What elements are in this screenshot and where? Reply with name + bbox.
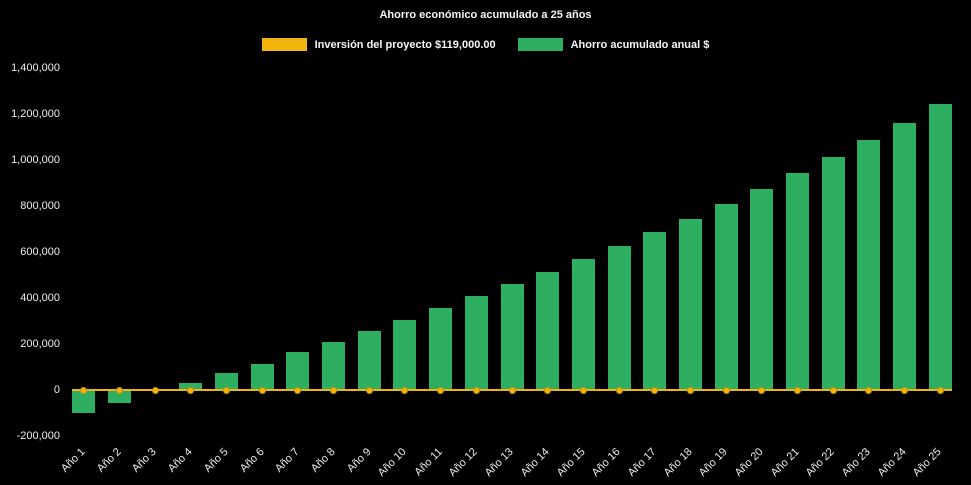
bar-año-24 xyxy=(892,123,916,390)
investment-line-marker xyxy=(472,386,480,394)
investment-line-marker xyxy=(651,386,659,394)
bar-año-12 xyxy=(464,295,488,390)
y-tick-label: 600,000 xyxy=(20,246,60,258)
legend-label-savings: Ahorro acumulado anual $ xyxy=(570,38,710,51)
investment-line-marker xyxy=(900,386,908,394)
x-axis-label: Año 19 xyxy=(696,445,730,480)
legend-swatch-investment xyxy=(261,38,307,51)
plot-area: Año 1 Año 2 Año 3 Año 4 Año 5 Año 6 Año 7 Año 8… xyxy=(59,68,958,479)
y-tick-label: 1,000,000 xyxy=(11,154,60,166)
bar-año-19 xyxy=(714,203,738,390)
bar-año-13 xyxy=(500,284,524,390)
investment-line-marker xyxy=(829,386,837,394)
investment-line-marker xyxy=(686,386,694,394)
legend-swatch-savings xyxy=(517,38,563,51)
bar-año-5 xyxy=(215,372,239,390)
bar-año-20 xyxy=(750,188,774,390)
x-axis-label: Año 13 xyxy=(482,445,516,480)
x-axis-label: Año 21 xyxy=(768,445,802,480)
bar-año-16 xyxy=(607,246,631,390)
legend: Inversión del proyecto $119,000.00 Ahorr… xyxy=(0,38,971,51)
investment-line-marker xyxy=(223,386,231,394)
bar-año-6 xyxy=(250,363,274,390)
bar-año-8 xyxy=(322,341,346,390)
x-axis-label: Año 12 xyxy=(447,445,481,480)
bar-año-22 xyxy=(821,156,845,390)
y-axis: -200,000 0 200,000 400,000 600,000 800,000 1,0… xyxy=(0,62,60,442)
bar-año-23 xyxy=(857,140,881,390)
bar-año-11 xyxy=(429,308,453,390)
x-axis-label: Año 15 xyxy=(554,445,588,480)
x-axis-label: Año 1 xyxy=(58,445,88,475)
chart-title: Ahorro económico acumulado a 25 años xyxy=(379,9,592,21)
investment-line-marker xyxy=(437,386,445,394)
y-tick-label: 800,000 xyxy=(20,200,60,212)
x-axis-label: Año 9 xyxy=(344,445,374,475)
investment-line-marker xyxy=(365,386,373,394)
x-axis-label: Año 2 xyxy=(94,445,124,475)
investment-line-marker xyxy=(544,386,552,394)
bar-año-2 xyxy=(108,390,132,403)
investment-line-marker xyxy=(758,386,766,394)
x-axis-label: Año 11 xyxy=(411,445,445,479)
x-axis-label: Año 18 xyxy=(661,445,695,480)
investment-line-marker xyxy=(579,386,587,394)
legend-item-investment: Inversión del proyecto $119,000.00 xyxy=(261,38,496,51)
legend-label-investment: Inversión del proyecto $119,000.00 xyxy=(314,38,496,51)
bar-año-7 xyxy=(286,352,310,390)
x-axis-label: Año 22 xyxy=(803,445,838,480)
bar-año-17 xyxy=(643,232,667,390)
x-axis-label: Año 23 xyxy=(839,445,873,480)
y-tick-label: -200,000 xyxy=(16,430,60,442)
y-tick-label: 400,000 xyxy=(20,292,60,304)
x-axis-label: Año 24 xyxy=(875,445,909,480)
x-axis-label: Año 7 xyxy=(272,445,302,475)
x-axis-label: Año 3 xyxy=(130,445,160,475)
x-axis-label: Año 20 xyxy=(732,445,766,480)
legend-item-savings: Ahorro acumulado anual $ xyxy=(517,38,710,51)
x-axis-label: Año 10 xyxy=(375,445,409,480)
investment-line-marker xyxy=(294,386,302,394)
bar-año-21 xyxy=(785,172,809,390)
y-tick-label: 0 xyxy=(53,384,60,396)
y-tick-label: 1,200,000 xyxy=(11,108,60,120)
x-axis-label: Año 5 xyxy=(201,445,231,475)
bar-año-18 xyxy=(678,218,702,390)
x-axis-label: Año 16 xyxy=(589,445,623,480)
y-tick-label: 1,400,000 xyxy=(11,62,60,74)
bar-año-15 xyxy=(571,258,595,390)
x-axis-label: Año 4 xyxy=(165,445,195,475)
x-axis-label: Año 17 xyxy=(625,445,659,480)
x-axis-label: Año 8 xyxy=(308,445,338,475)
investment-line-marker xyxy=(865,386,873,394)
investment-line-marker xyxy=(151,386,159,394)
investment-line-marker xyxy=(330,386,338,394)
investment-line-marker xyxy=(187,386,195,394)
bar-año-14 xyxy=(536,271,560,390)
bar-año-25 xyxy=(928,103,952,390)
x-axis-label: Año 25 xyxy=(910,445,945,480)
x-axis-label: Año 6 xyxy=(237,445,267,475)
x-axis-label: Año 14 xyxy=(518,445,552,480)
bar-año-10 xyxy=(393,319,417,390)
investment-line-marker xyxy=(258,386,266,394)
investment-line-marker xyxy=(80,386,88,394)
investment-line-marker xyxy=(722,386,730,394)
investment-line-marker xyxy=(615,386,623,394)
investment-line-marker xyxy=(508,386,516,394)
investment-line-marker xyxy=(116,386,124,394)
bar-año-1 xyxy=(72,390,96,413)
investment-line-marker xyxy=(401,386,409,394)
bar-año-9 xyxy=(357,331,381,390)
investment-line-marker xyxy=(936,386,944,394)
investment-line-marker xyxy=(793,386,801,394)
y-tick-label: 200,000 xyxy=(20,338,60,350)
